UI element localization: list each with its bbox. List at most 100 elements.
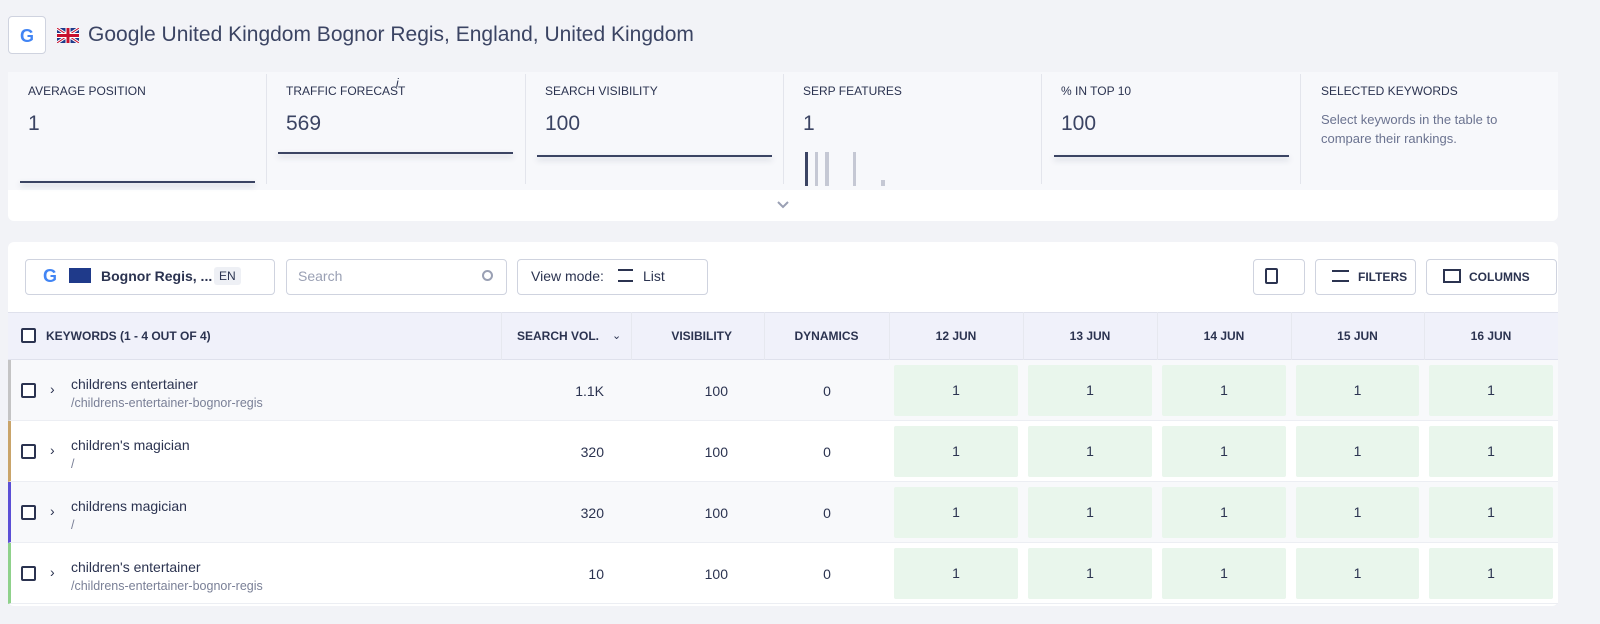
engine-icon: G [8, 16, 46, 54]
separator [1041, 74, 1042, 184]
selected-text: Select keywords in the table to compare … [1321, 112, 1498, 146]
svg-text:G: G [20, 26, 34, 46]
search-input[interactable] [286, 259, 507, 295]
metric-label: TRAFFIC FORECAST [286, 84, 406, 98]
rank-cell: 1 [1162, 487, 1286, 538]
serp-bar [853, 152, 856, 186]
serp-bar [825, 152, 829, 186]
keyword-url: / [71, 518, 75, 532]
header-cell: 12 JUN [935, 329, 977, 343]
filters-button[interactable] [1315, 259, 1416, 295]
visibility: 100 [704, 505, 728, 521]
columns-label: COLUMNS [1469, 270, 1530, 284]
metric-value: 1 [28, 112, 40, 135]
filters-label: FILTERS [1358, 270, 1408, 284]
rank-cell: 1 [1296, 548, 1419, 599]
columns-button[interactable] [1426, 259, 1557, 295]
view-mode-select[interactable] [517, 259, 708, 295]
expand-row[interactable]: › [50, 503, 55, 519]
rank-cell: 1 [1028, 365, 1152, 416]
search-volume: 320 [580, 444, 604, 460]
expand-row[interactable]: › [50, 381, 55, 397]
rank-cell: 1 [1296, 487, 1419, 538]
header-cell: KEYWORDS (1 - 4 OUT OF 4) [46, 329, 211, 343]
rank-cell: 1 [1296, 426, 1419, 477]
header-cell: 16 JUN [1470, 329, 1512, 343]
rank-cell: 1 [894, 487, 1018, 538]
dynamics: 0 [823, 566, 831, 582]
search-volume: 10 [588, 566, 604, 582]
keyword-url: /childrens-entertainer-bognor-regis [71, 396, 263, 410]
rank-cell: 1 [1429, 548, 1553, 599]
separator [266, 74, 267, 184]
rank-cell: 1 [1162, 426, 1286, 477]
keyword: childrens magician [71, 498, 187, 514]
filter-icon [1332, 270, 1349, 282]
rank-cell: 1 [1296, 365, 1419, 416]
sparkline [537, 155, 772, 157]
google-logo: G [43, 266, 58, 286]
page-title: Google United Kingdom Bognor Regis, Engl… [88, 23, 694, 46]
uk-flag [69, 268, 91, 283]
visibility: 100 [704, 444, 728, 460]
expand-chevron[interactable] [776, 200, 790, 210]
separator [1300, 74, 1301, 184]
dynamics: 0 [823, 505, 831, 521]
columns-icon [1443, 269, 1461, 283]
sort-chevron[interactable]: ⌄ [612, 330, 622, 342]
header-cell: 13 JUN [1069, 329, 1111, 343]
copy-button[interactable] [1253, 259, 1305, 295]
dynamics: 0 [823, 444, 831, 460]
row-checkbox[interactable] [21, 383, 36, 398]
rank-cell: 1 [1162, 548, 1286, 599]
header-cell: VISIBILITY [671, 329, 732, 343]
rank-cell: 1 [894, 548, 1018, 599]
copy-icon [1265, 268, 1278, 284]
separator [525, 74, 526, 184]
google-logo: G [20, 26, 34, 46]
row-checkbox[interactable] [21, 444, 36, 459]
row-checkbox[interactable] [21, 566, 36, 581]
select-all-checkbox[interactable] [21, 328, 36, 343]
row-checkbox[interactable] [21, 505, 36, 520]
header-cell: 14 JUN [1203, 329, 1245, 343]
rank-cell: 1 [1028, 426, 1152, 477]
serp-bar [815, 152, 818, 186]
selected-label: SELECTED KEYWORDS [1321, 84, 1458, 98]
header-cell: 15 JUN [1337, 329, 1378, 343]
rank-cell: 1 [1429, 426, 1553, 477]
language: EN [214, 267, 241, 285]
keyword-url: / [71, 457, 75, 471]
expand-row[interactable]: › [50, 564, 55, 580]
rank-cell: 1 [1429, 365, 1553, 416]
metric-value: 1 [803, 112, 815, 135]
info-note: i [396, 76, 399, 90]
metric-label: SERP FEATURES [803, 84, 902, 98]
search-volume: 320 [580, 505, 604, 521]
rank-cell: 1 [1162, 365, 1286, 416]
search-icon [482, 270, 493, 281]
metric-value: 569 [286, 112, 322, 135]
sparkline [1054, 155, 1289, 157]
sparkline [20, 181, 255, 183]
expand-row[interactable]: › [50, 442, 55, 458]
view-mode-label: View mode: [531, 268, 604, 284]
keyword-url: /childrens-entertainer-bognor-regis [71, 579, 263, 593]
table-header [8, 312, 1558, 360]
uk-flag [57, 28, 79, 43]
search-placeholder: Search [298, 268, 343, 284]
metric-label: SEARCH VISIBILITY [545, 84, 658, 98]
header-cell: DYNAMICS [794, 329, 859, 343]
header-cell[interactable]: SEARCH VOL. [516, 329, 599, 343]
location-name: Bognor Regis, ... [101, 268, 213, 284]
keyword: children's entertainer [71, 559, 201, 575]
metric-label: AVERAGE POSITION [28, 84, 146, 98]
visibility: 100 [704, 383, 728, 399]
keyword: children's magician [71, 437, 190, 453]
visibility: 100 [704, 566, 728, 582]
search-volume: 1.1K [575, 383, 604, 399]
serp-bar [805, 152, 808, 186]
metric-value: 100 [545, 112, 581, 135]
serp-bar [881, 180, 885, 186]
rank-cell: 1 [1028, 548, 1152, 599]
